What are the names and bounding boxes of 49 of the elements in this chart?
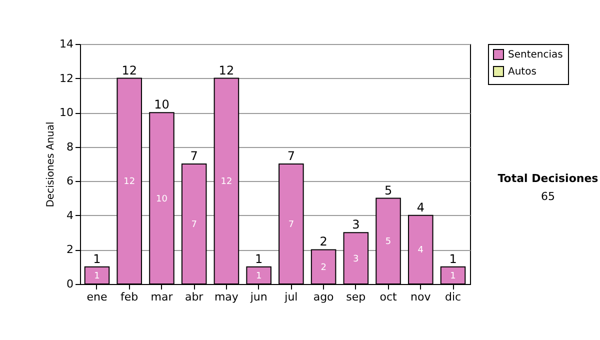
data-label: 2 xyxy=(320,262,326,273)
data-label: 1 xyxy=(450,271,456,282)
data-label: 1 xyxy=(256,271,262,282)
y-tick-label: 6 xyxy=(66,174,74,188)
x-tick-label: abr xyxy=(184,290,204,304)
data-label: 4 xyxy=(418,246,424,256)
y-tick-label: 14 xyxy=(60,38,74,50)
text: 65 xyxy=(540,190,556,203)
y-tick-label: 10 xyxy=(60,106,74,120)
total-label: 10 xyxy=(154,98,170,112)
x-tick-label: nov xyxy=(410,290,432,304)
x-tick-label: jul xyxy=(284,290,298,304)
x-tick-label: dic xyxy=(444,290,462,304)
x-tick-label: may xyxy=(214,290,239,304)
y-tick-label: 12 xyxy=(60,72,74,85)
x-tick-label: mar xyxy=(150,290,174,304)
total-label: 7 xyxy=(287,149,296,163)
total-label: 5 xyxy=(384,183,392,198)
x-tick-label: ago xyxy=(313,290,334,304)
x-tick-label: oct xyxy=(380,290,398,304)
text: Total Decisiones xyxy=(496,172,600,185)
y-tick-label: 8 xyxy=(66,140,74,154)
x-tick-label: jun xyxy=(249,290,268,304)
y-tick-label: 4 xyxy=(66,208,74,222)
data-label: 7 xyxy=(191,220,197,230)
total-label: 3 xyxy=(352,218,360,232)
data-label: 5 xyxy=(385,237,392,248)
data-label: 10 xyxy=(156,194,168,204)
y-axis-title: Decisiones Anual xyxy=(46,122,57,208)
total-label: 1 xyxy=(93,252,101,266)
total-label: 7 xyxy=(190,149,198,163)
legend-label: Sentencias xyxy=(508,50,563,60)
data-label: 1 xyxy=(94,271,100,282)
total-label: 1 xyxy=(254,252,263,266)
data-label: 3 xyxy=(353,254,359,264)
data-label: 12 xyxy=(124,177,136,188)
legend-label: Autos xyxy=(508,66,536,78)
total-label: 2 xyxy=(320,234,328,249)
data-label: 12 xyxy=(220,177,232,188)
total-label: 12 xyxy=(218,63,234,78)
data-label: 7 xyxy=(288,220,294,230)
x-tick-label: ene xyxy=(86,290,108,304)
x-tick-label: sep xyxy=(346,290,366,304)
total-label: 12 xyxy=(122,63,137,78)
x-tick-label: feb xyxy=(120,290,138,304)
y-tick-label: 2 xyxy=(66,243,74,256)
y-tick-label: 0 xyxy=(66,278,74,290)
total-label: 4 xyxy=(416,200,424,214)
total-label: 1 xyxy=(449,252,457,266)
